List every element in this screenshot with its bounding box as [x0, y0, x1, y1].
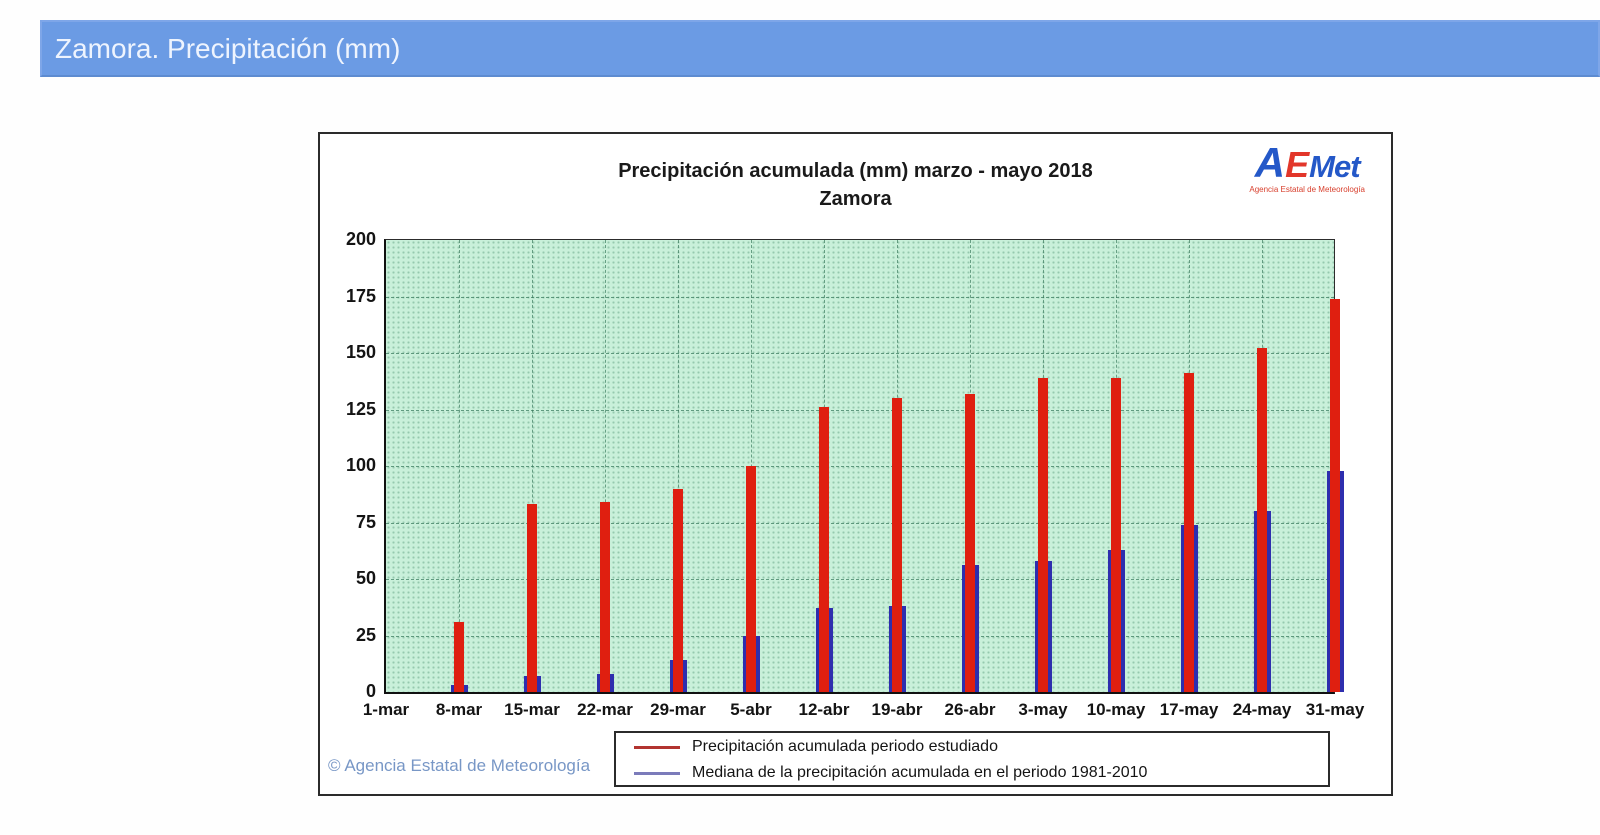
legend-item-accumulated: Precipitación acumulada periodo estudiad… — [634, 735, 1328, 759]
header-bar: Zamora. Precipitación (mm) — [40, 20, 1600, 77]
gridline-v — [605, 240, 606, 692]
bar-accumulated — [819, 407, 829, 692]
gridline-v — [532, 240, 533, 692]
x-tick-label: 1-mar — [362, 700, 410, 719]
x-tick-label: 22-mar — [577, 700, 633, 719]
legend-label: Precipitación acumulada periodo estudiad… — [692, 738, 998, 755]
x-tick-label: 29-mar — [650, 700, 706, 719]
y-tick-label: 200 — [345, 229, 376, 249]
y-tick-label: 125 — [345, 398, 376, 419]
logo-letter-e: E — [1285, 144, 1310, 185]
bar-accumulated — [1184, 373, 1194, 692]
header-title: Zamora. Precipitación (mm) — [55, 32, 401, 64]
legend-swatch-red-line — [634, 745, 680, 749]
logo-letters-met: Met — [1309, 149, 1360, 184]
y-tick-label: 75 — [355, 511, 376, 532]
gridline-h — [386, 296, 1334, 298]
bar-accumulated — [892, 398, 902, 692]
bar-accumulated — [746, 466, 756, 692]
x-tick-label: 24-may — [1232, 700, 1292, 719]
gridline-h — [386, 409, 1334, 411]
copyright-note: © Agencia Estatal de Meteorología — [328, 756, 590, 776]
bar-accumulated — [673, 488, 683, 692]
x-tick-label: 3-may — [1018, 700, 1068, 719]
y-tick-label: 100 — [345, 455, 376, 475]
x-tick-label: 8-mar — [435, 700, 483, 719]
gridline-v — [459, 240, 460, 692]
aemet-logo: AEMet Agencia Estatal de Meteorología — [1249, 142, 1365, 194]
gridline-h — [386, 466, 1334, 467]
chart-title-line2: Zamora — [819, 188, 892, 210]
x-tick-label: 12-abr — [798, 700, 850, 719]
gridline-v — [678, 240, 679, 692]
x-tick-label: 5-abr — [730, 700, 772, 719]
logo-subtitle: Agencia Estatal de Meteorología — [1249, 185, 1365, 194]
copyright-icon: © — [328, 756, 341, 775]
x-tick-label: 10-may — [1086, 700, 1146, 719]
bar-accumulated — [1257, 348, 1267, 692]
bar-accumulated — [1111, 377, 1121, 692]
legend-swatch-blue-line — [634, 771, 680, 775]
y-tick-label: 0 — [365, 681, 376, 701]
y-tick-label: 25 — [355, 624, 376, 645]
gridline-h — [386, 579, 1334, 580]
bar-accumulated — [527, 504, 537, 692]
bar-accumulated — [965, 393, 975, 692]
bar-accumulated — [1038, 377, 1048, 692]
x-tick-label: 17-may — [1159, 700, 1219, 719]
x-tick-label: 26-abr — [944, 700, 996, 719]
gridline-h — [386, 353, 1334, 354]
y-tick-label: 50 — [355, 568, 376, 588]
x-tick-label: 15-mar — [504, 700, 560, 719]
chart-title-line1: Precipitación acumulada (mm) marzo - may… — [618, 160, 1093, 182]
legend-item-median: Mediana de la precipitación acumulada en… — [634, 761, 1328, 785]
legend-box: Precipitación acumulada periodo estudiad… — [614, 731, 1330, 787]
copyright-text: Agencia Estatal de Meteorología — [344, 756, 591, 775]
bar-accumulated — [454, 621, 464, 692]
gridline-h — [386, 635, 1334, 637]
chart-container: Precipitación acumulada (mm) marzo - may… — [318, 132, 1393, 796]
logo-letter-a: A — [1254, 139, 1286, 186]
gridline-h — [386, 522, 1334, 524]
bar-accumulated — [600, 502, 610, 692]
y-tick-label: 150 — [345, 342, 376, 362]
plot-area: 0 25 50 75 100 125 150 175 200 1-mar 8-mar 15-mar 22… — [346, 229, 1364, 719]
legend-label: Mediana de la precipitación acumulada en… — [692, 764, 1148, 781]
y-tick-label: 175 — [345, 285, 376, 306]
x-tick-label: 19-abr — [871, 700, 923, 719]
bar-accumulated — [1330, 298, 1340, 692]
x-tick-label: 31-may — [1305, 700, 1365, 719]
